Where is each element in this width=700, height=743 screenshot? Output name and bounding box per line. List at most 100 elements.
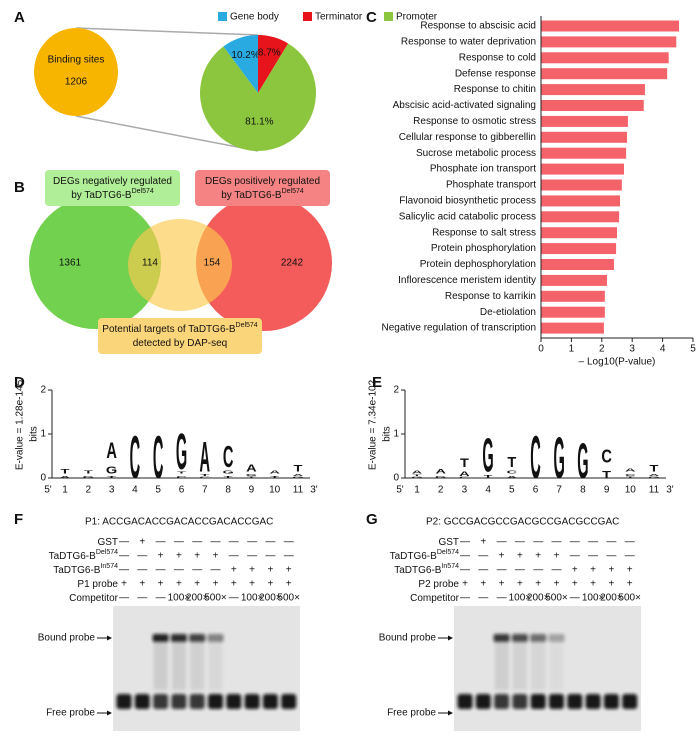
- cell: +: [535, 551, 541, 562]
- free-band: [567, 694, 583, 709]
- category-label: Sucrose metabolic process: [416, 148, 536, 159]
- free-label: Free probe: [387, 708, 436, 719]
- venn-negative: [29, 197, 161, 329]
- logo-letter: A: [60, 475, 71, 478]
- free-band: [603, 694, 619, 709]
- y-axis-label: bits: [29, 426, 40, 442]
- smear: [512, 642, 527, 690]
- row-label: TaDTG6-BDel574: [49, 549, 119, 561]
- logo-letter: T: [294, 463, 304, 473]
- venn-box-text-sup: Del574: [132, 188, 154, 195]
- y-tick-label: 0: [40, 473, 46, 484]
- cell: +: [267, 579, 273, 590]
- x-tick-label: 1: [62, 485, 68, 496]
- bar: [541, 290, 605, 302]
- cell: —: [533, 565, 543, 576]
- cell: —: [247, 537, 257, 548]
- cell: 500×: [618, 593, 641, 604]
- cell: +: [176, 579, 182, 590]
- cell: —: [515, 537, 525, 548]
- bar: [541, 322, 604, 334]
- cell: +: [286, 565, 292, 576]
- category-label: Flavonoid biosynthetic process: [399, 196, 536, 207]
- x-tick-label: 7: [556, 485, 562, 496]
- free-band: [457, 694, 473, 709]
- cell: —: [606, 537, 616, 548]
- cell: —: [460, 593, 470, 604]
- x-tick-label: 8: [225, 485, 231, 496]
- category-label: Phosphate ion transport: [430, 164, 536, 175]
- bar: [541, 100, 644, 111]
- venn-box-text: detected by DAP-seq: [133, 338, 228, 349]
- x-tick-label: 4: [485, 485, 491, 496]
- cell: +: [286, 579, 292, 590]
- bar: [541, 195, 621, 207]
- logo-letter: G: [648, 477, 659, 479]
- cell: —: [119, 565, 129, 576]
- bar: [541, 147, 627, 159]
- cell: —: [625, 551, 635, 562]
- row-label: TaDTG6-BIn574: [53, 563, 118, 575]
- arrow-head: [107, 710, 112, 716]
- cell: +: [194, 579, 200, 590]
- cell: 100×: [241, 593, 264, 604]
- row-label-text: P1 probe: [77, 579, 118, 590]
- row-label-text: Competitor: [410, 593, 460, 604]
- venn-box-text-text: Potential targets of TaDTG6-B: [102, 324, 236, 335]
- cell: —: [478, 551, 488, 562]
- x-tick-label: 5: [509, 485, 515, 496]
- pie-value-label: 8.7%: [258, 47, 281, 58]
- cell: —: [570, 551, 580, 562]
- cell: —: [137, 551, 147, 562]
- cell: —: [156, 565, 166, 576]
- y-tick-label: 2: [40, 385, 46, 396]
- venn-box-text-sup: Del574: [282, 188, 304, 195]
- x-tick-label: 4: [660, 344, 666, 355]
- legend-label: Promoter: [396, 12, 438, 23]
- free-band: [512, 694, 528, 709]
- row-label-sup: In574: [441, 563, 459, 570]
- cell: +: [249, 565, 255, 576]
- panel-label: B: [14, 179, 25, 196]
- x-tick-label: 7: [202, 485, 208, 496]
- logo-letter: G: [577, 433, 588, 489]
- logo-letter: T: [224, 475, 234, 478]
- cell: —: [570, 537, 580, 548]
- bar: [541, 259, 614, 270]
- end-label: 3': [310, 485, 318, 496]
- cell: +: [121, 579, 127, 590]
- x-tick-label: 4: [132, 485, 138, 496]
- free-band: [189, 694, 205, 709]
- cell: +: [249, 579, 255, 590]
- legend-swatch: [384, 12, 393, 21]
- row-label-text: GST: [97, 537, 118, 548]
- cell: 200×: [259, 593, 282, 604]
- logo-letter: G: [246, 473, 257, 476]
- logo-letter: C: [176, 475, 187, 478]
- category-label: Abscisic acid-activated signaling: [393, 100, 536, 111]
- cell: +: [627, 579, 633, 590]
- cell: +: [554, 579, 560, 590]
- cell: +: [213, 579, 219, 590]
- category-label: De-etiolation: [480, 307, 536, 318]
- row-label: TaDTG6-BDel574: [390, 549, 460, 561]
- cell: +: [267, 565, 273, 576]
- cell: +: [627, 565, 633, 576]
- bar: [541, 211, 620, 223]
- x-tick-label: 9: [604, 485, 610, 496]
- logo-letter: T: [602, 468, 611, 480]
- bar: [541, 115, 628, 127]
- pie-slice: [258, 35, 289, 93]
- cell: —: [460, 565, 470, 576]
- x-tick-label: 5: [690, 344, 696, 355]
- cell: —: [515, 565, 525, 576]
- y-tick-label: 0: [393, 473, 399, 484]
- cell: +: [499, 551, 505, 562]
- arrow-head: [448, 710, 453, 716]
- x-tick-label: 2: [599, 344, 605, 355]
- cell: +: [517, 551, 523, 562]
- x-tick-label: 5: [155, 485, 161, 496]
- row-label: GST: [438, 537, 459, 548]
- cell: —: [460, 551, 470, 562]
- free-band: [494, 694, 510, 709]
